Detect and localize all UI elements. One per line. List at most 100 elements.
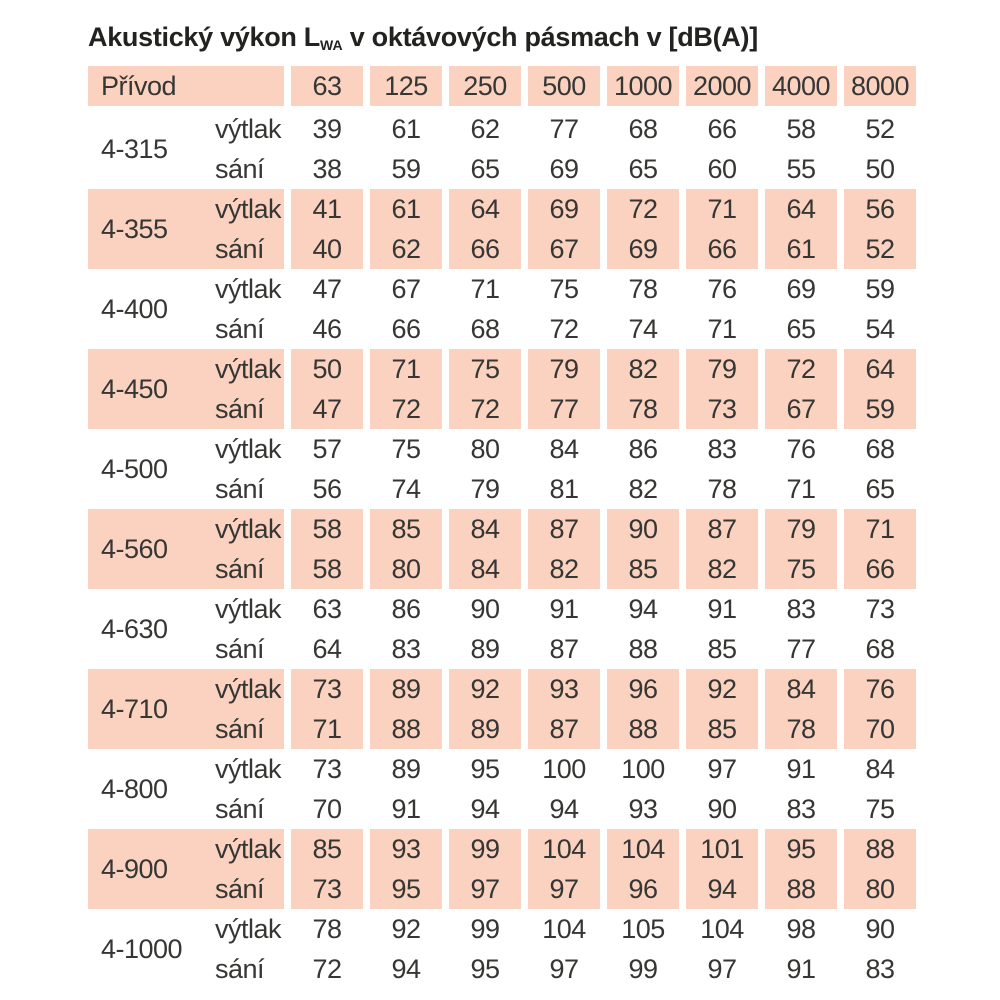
header-band-8000: 8000 [844, 66, 916, 106]
vytlak-value: 76 [707, 274, 737, 304]
band-column: 61 59 [370, 109, 442, 189]
vytlak-row-label: výtlak [215, 834, 282, 864]
vytlak-value: 67 [391, 274, 421, 304]
band-column: 64 66 [449, 189, 521, 269]
vytlak-value: 98 [786, 914, 816, 944]
sani-value: 90 [707, 794, 737, 824]
vytlak-value: 73 [312, 754, 342, 784]
band-column: 90 85 [607, 509, 679, 589]
sani-value: 94 [707, 874, 737, 904]
vytlak-value: 56 [865, 194, 895, 224]
band-column: 66 60 [686, 109, 758, 189]
row-labels: výtlak sání [215, 429, 282, 509]
table-title: Akustický výkon LWA v oktávových pásmach… [88, 22, 1000, 53]
size-group-row: 4-1000 výtlak sání 78 72 92 94 99 95 104 97 105 9… [88, 909, 916, 989]
sani-value: 85 [628, 554, 658, 584]
sani-value: 67 [786, 394, 816, 424]
size-label-cell: 4-900 výtlak sání [88, 829, 284, 909]
vytlak-row-label: výtlak [215, 194, 282, 224]
sani-value: 60 [707, 154, 737, 184]
vytlak-row-label: výtlak [215, 914, 282, 944]
vytlak-row-label: výtlak [215, 754, 282, 784]
sani-value: 66 [470, 234, 500, 264]
band-column: 47 46 [291, 269, 363, 349]
band-column: 75 72 [449, 349, 521, 429]
band-column: 92 85 [686, 669, 758, 749]
sani-row-label: sání [215, 234, 265, 264]
band-column: 93 95 [370, 829, 442, 909]
table-header-row: Přívod 63 125 250 500 1000 2000 4000 8000 [88, 66, 916, 106]
sani-value: 74 [391, 474, 421, 504]
vytlak-value: 97 [707, 754, 737, 784]
band-column: 64 61 [765, 189, 837, 269]
vytlak-value: 83 [707, 434, 737, 464]
band-column: 88 80 [844, 829, 916, 909]
band-column: 76 71 [765, 429, 837, 509]
size-label: 4-800 [101, 773, 168, 804]
vytlak-value: 58 [312, 514, 342, 544]
vytlak-value: 58 [786, 114, 816, 144]
sani-value: 56 [312, 474, 342, 504]
sani-row-label: sání [215, 154, 265, 184]
sani-value: 40 [312, 234, 342, 264]
band-column: 76 70 [844, 669, 916, 749]
band-column: 63 64 [291, 589, 363, 669]
row-labels: výtlak sání [215, 669, 282, 749]
sani-value: 59 [865, 394, 895, 424]
band-column: 89 91 [370, 749, 442, 829]
size-label: 4-900 [101, 853, 168, 884]
vytlak-value: 69 [786, 274, 816, 304]
sani-value: 94 [470, 794, 500, 824]
size-label-cell: 4-630 výtlak sání [88, 589, 284, 669]
vytlak-value: 91 [549, 594, 579, 624]
sani-value: 78 [707, 474, 737, 504]
sani-value: 61 [786, 234, 816, 264]
sani-value: 71 [312, 714, 342, 744]
vytlak-value: 101 [700, 834, 744, 864]
vytlak-value: 64 [786, 194, 816, 224]
vytlak-value: 66 [707, 114, 737, 144]
band-column: 84 81 [528, 429, 600, 509]
vytlak-value: 104 [700, 914, 744, 944]
band-column: 91 85 [686, 589, 758, 669]
band-column: 75 72 [528, 269, 600, 349]
size-group-row: 4-710 výtlak sání 73 71 89 88 92 89 93 87 96 88 92… [88, 669, 916, 749]
row-labels: výtlak sání [215, 829, 282, 909]
sani-value: 69 [628, 234, 658, 264]
band-column: 71 68 [449, 269, 521, 349]
sani-value: 70 [312, 794, 342, 824]
band-column: 71 72 [370, 349, 442, 429]
band-column: 67 66 [370, 269, 442, 349]
title-suffix: v oktávových pásmach v [dB(A)] [342, 22, 758, 52]
sani-value: 87 [549, 634, 579, 664]
band-column: 99 95 [449, 909, 521, 989]
band-column: 83 77 [765, 589, 837, 669]
band-column: 77 69 [528, 109, 600, 189]
vytlak-value: 105 [621, 914, 665, 944]
vytlak-value: 75 [549, 274, 579, 304]
size-label-cell: 4-400 výtlak sání [88, 269, 284, 349]
sani-value: 95 [470, 954, 500, 984]
band-column: 62 65 [449, 109, 521, 189]
vytlak-value: 76 [865, 674, 895, 704]
band-column: 57 56 [291, 429, 363, 509]
vytlak-row-label: výtlak [215, 674, 282, 704]
vytlak-value: 83 [786, 594, 816, 624]
sani-value: 97 [470, 874, 500, 904]
sani-value: 75 [786, 554, 816, 584]
vytlak-value: 92 [707, 674, 737, 704]
sani-value: 68 [865, 634, 895, 664]
header-band-4000: 4000 [765, 66, 837, 106]
vytlak-value: 82 [628, 354, 658, 384]
vytlak-value: 100 [621, 754, 665, 784]
vytlak-value: 95 [470, 754, 500, 784]
sani-value: 73 [707, 394, 737, 424]
vytlak-value: 93 [549, 674, 579, 704]
vytlak-value: 93 [391, 834, 421, 864]
sani-row-label: sání [215, 474, 265, 504]
vytlak-value: 92 [470, 674, 500, 704]
sani-value: 78 [628, 394, 658, 424]
vytlak-value: 68 [628, 114, 658, 144]
sani-value: 77 [786, 634, 816, 664]
vytlak-value: 64 [865, 354, 895, 384]
